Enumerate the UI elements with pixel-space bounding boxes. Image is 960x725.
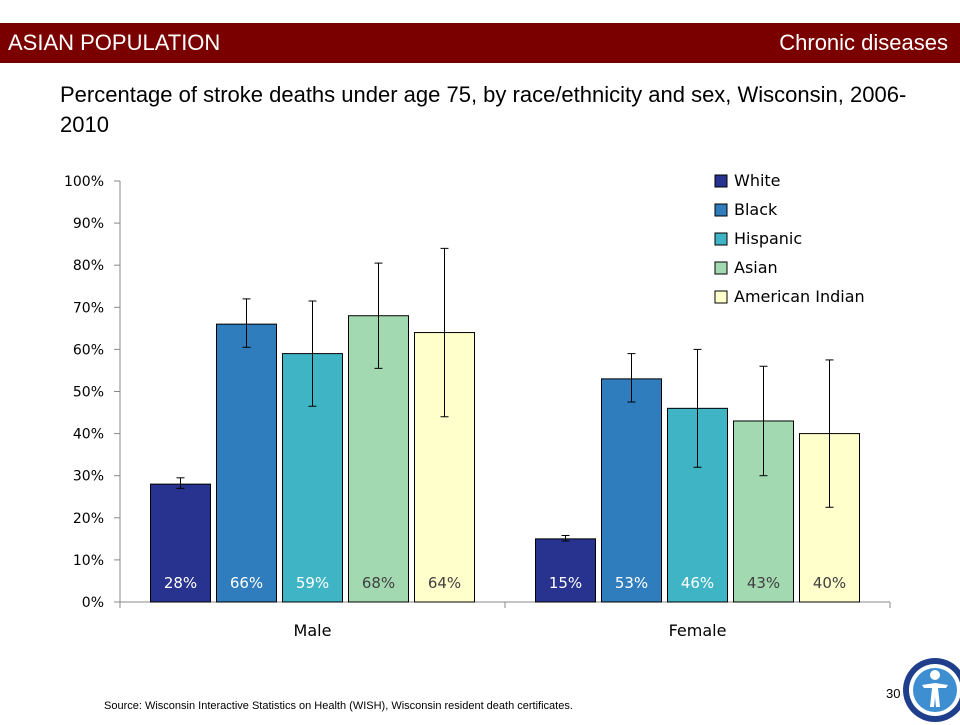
y-tick-label: 10%	[73, 553, 104, 569]
legend-entry: Hispanic	[734, 229, 802, 248]
legend-entry: American Indian	[734, 287, 865, 306]
legend-swatch	[714, 261, 728, 275]
y-tick-label: 40%	[73, 427, 104, 443]
page-number: 30	[886, 686, 901, 701]
legend-swatch	[714, 290, 728, 304]
data-label: 68%	[362, 574, 395, 592]
y-tick-label: 0%	[82, 595, 104, 611]
y-tick-label: 30%	[73, 469, 104, 485]
legend-swatch	[714, 174, 728, 188]
y-tick-label: 90%	[73, 216, 104, 232]
y-tick-label: 20%	[73, 511, 104, 527]
header-banner: ASIAN POPULATION Chronic diseases	[0, 23, 960, 63]
y-tick-label: 100%	[64, 174, 104, 190]
bar	[150, 483, 211, 603]
data-label: 28%	[164, 574, 197, 592]
y-tick-label: 70%	[73, 300, 104, 316]
legend-entry: Asian	[734, 258, 778, 277]
data-label: 66%	[230, 574, 263, 592]
data-label: 64%	[428, 574, 461, 592]
category-label: Female	[669, 621, 727, 640]
y-tick-label: 60%	[73, 342, 104, 358]
chart-title: Percentage of stroke deaths under age 75…	[60, 82, 907, 137]
section-label: ASIAN POPULATION	[8, 30, 221, 55]
y-tick-label: 50%	[73, 385, 104, 401]
legend-swatch	[714, 203, 728, 217]
health-logo-icon	[903, 658, 960, 722]
category-label: Male	[294, 621, 332, 640]
legend-swatch	[714, 232, 728, 246]
bar	[535, 538, 596, 603]
data-label: 59%	[296, 574, 329, 592]
legend-entry: White	[734, 171, 781, 190]
data-label: 40%	[813, 574, 846, 592]
data-label: 43%	[747, 574, 780, 592]
data-label: 46%	[681, 574, 714, 592]
data-label: 15%	[549, 574, 582, 592]
legend-entry: Black	[734, 200, 778, 219]
y-tick-label: 80%	[73, 258, 104, 274]
bar	[216, 323, 277, 603]
data-label: 53%	[615, 574, 648, 592]
bar	[601, 378, 662, 603]
source-note: Source: Wisconsin Interactive Statistics…	[104, 700, 573, 712]
topic-label: Chronic diseases	[779, 30, 948, 55]
